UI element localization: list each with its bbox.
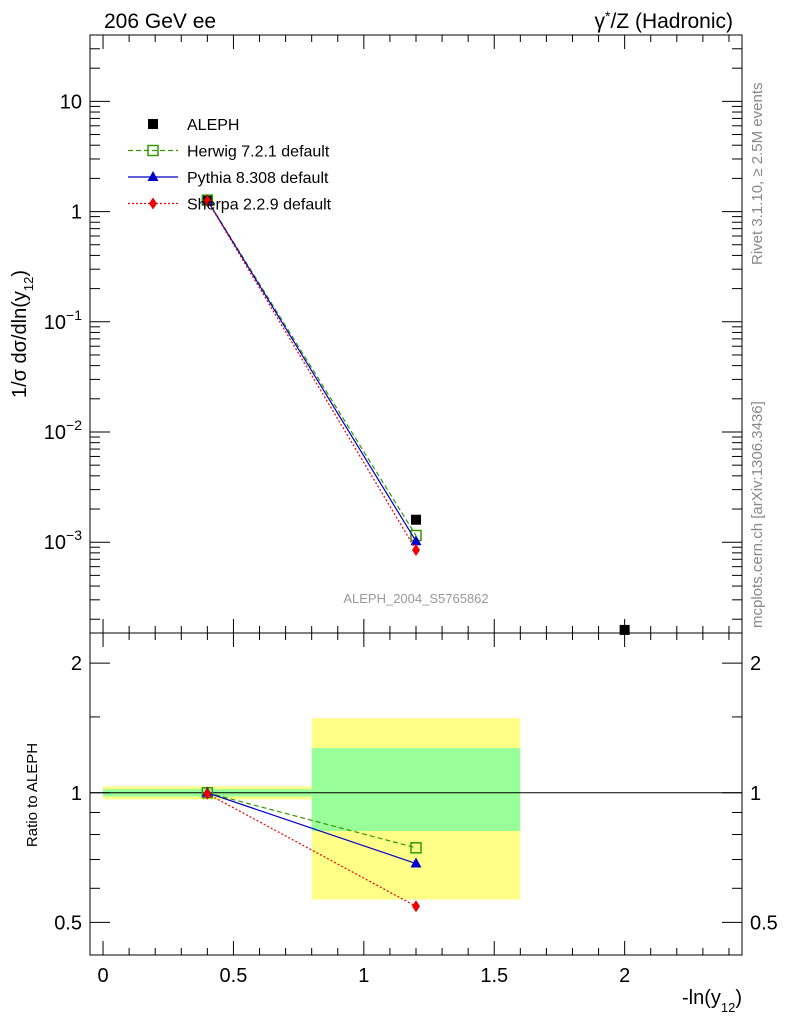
legend-entry-data: ALEPH — [148, 117, 239, 134]
header-right: γ*/Z (Hadronic) — [595, 8, 733, 33]
ratio-sherpa-line — [207, 793, 417, 907]
ratio-y-tick-label-left: 0.5 — [54, 912, 82, 934]
mcplots-label: mcplots.cern.ch [arXiv:1306.3436] — [749, 401, 766, 628]
legend-label-herwig: Herwig 7.2.1 default — [187, 144, 330, 161]
ratio-sherpa-point — [203, 787, 212, 800]
sherpa-point — [203, 194, 212, 207]
sherpa-point — [412, 543, 420, 556]
legend-marker-sherpa — [149, 197, 157, 210]
rivet-label: Rivet 3.1.10, ≥ 2.5M events — [749, 83, 766, 266]
data-point — [411, 514, 421, 525]
ratio-y-tick-label-right: 2 — [750, 653, 761, 675]
legend-label-sherpa: Sherpa 2.2.9 default — [187, 197, 332, 214]
ratio-herwig-point — [410, 842, 422, 854]
main-y-tick-label: 10 — [60, 91, 82, 113]
main-y-tick-label: 10−3 — [44, 527, 82, 554]
main-panel: 10 1 10−1 10−2 10−3 ALEPH_2004_S5765862 1/σ … — [9, 34, 743, 635]
xlabel-suffix: ) — [735, 987, 742, 1009]
legend-label-pythia: Pythia 8.308 default — [187, 170, 329, 187]
ratio-axis-ticks: 0 0.5 1 1.5 2 0.5 0.5 1 1 2 2 — [54, 633, 778, 987]
ratio-plot-area — [90, 718, 742, 913]
main-axis-ticks: 10 1 10−1 10−2 10−3 — [44, 34, 742, 633]
legend-entry-herwig: Herwig 7.2.1 default — [128, 144, 330, 161]
ratio-panel: 0 0.5 1 1.5 20.5 0.51 12 2 Ratio to ALEPH -ln(y… — [24, 632, 778, 1015]
legend-entry-pythia: Pythia 8.308 default — [128, 170, 329, 187]
legend-label-data: ALEPH — [187, 117, 239, 134]
uncertainty-band-green — [311, 748, 521, 832]
ratio-x-tick-label: 1 — [358, 965, 369, 987]
ratio-x-tick-label: 1.5 — [480, 965, 508, 987]
xlabel-prefix: -ln(y — [682, 987, 721, 1009]
ratio-pythia-line — [207, 792, 417, 865]
main-y-tick-label: 1 — [71, 202, 82, 224]
main-ylabel-suffix: ) — [9, 270, 31, 277]
header-right-star: * — [605, 8, 611, 24]
ratio-y-tick-label-right: 1 — [750, 783, 761, 805]
main-plot-area — [201, 194, 630, 635]
series-sherpa — [203, 194, 420, 556]
legend: ALEPH Herwig 7.2.1 default Pythia 8.308 de… — [128, 117, 332, 214]
header-left: 206 GeV ee — [104, 10, 216, 33]
header-right-gamma: γ — [595, 10, 606, 33]
ratio-y-tick-label-left: 2 — [71, 653, 82, 675]
legend-marker-data — [148, 119, 158, 129]
xlabel-sub: 12 — [721, 1000, 735, 1015]
legend-marker-herwig — [147, 144, 159, 157]
ratio-y-tick-label-left: 1 — [71, 783, 82, 805]
header-right-rest: /Z (Hadronic) — [610, 10, 733, 33]
main-ylabel-sub: 12 — [21, 277, 36, 291]
sherpa-line — [206, 200, 417, 551]
legend-marker-pythia — [147, 171, 159, 181]
main-ylabel-prefix: 1/σ dσ/dln(y — [9, 291, 31, 398]
ratio-x-tick-label: 0 — [97, 965, 108, 987]
legend-entry-sherpa: Sherpa 2.2.9 default — [128, 197, 332, 214]
ratio-series-sherpa — [203, 787, 420, 913]
analysis-id: ALEPH_2004_S5765862 — [343, 591, 488, 606]
series-data — [202, 195, 630, 635]
ratio-sherpa-point — [412, 900, 420, 913]
pythia-point — [410, 535, 422, 546]
main-y-tick-label: 10−2 — [44, 417, 82, 444]
ratio-herwig-line — [207, 792, 417, 849]
main-y-tick-label: 10−1 — [44, 307, 82, 334]
ratio-pythia-point — [410, 857, 422, 868]
main-ylabel: 1/σ dσ/dln(y12) — [9, 270, 36, 398]
ratio-x-tick-label: 0.5 — [220, 965, 248, 987]
ratio-x-tick-label: 2 — [619, 965, 630, 987]
pythia-line — [206, 199, 417, 542]
ratio-ylabel: Ratio to ALEPH — [24, 743, 41, 847]
ratio-y-tick-label-right: 0.5 — [750, 912, 778, 934]
ratio-xlabel: -ln(y12) — [682, 987, 742, 1015]
